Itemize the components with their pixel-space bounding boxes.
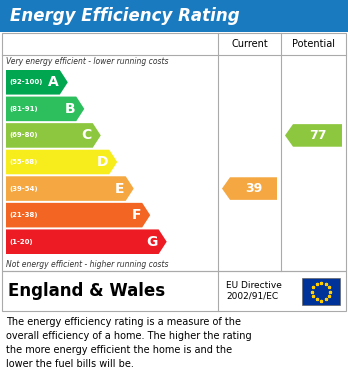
- Text: (92-100): (92-100): [9, 79, 42, 85]
- Bar: [0, 0, 348, 32]
- Text: C: C: [81, 128, 92, 142]
- Text: Current: Current: [231, 39, 268, 49]
- Text: G: G: [146, 235, 158, 249]
- Text: Potential: Potential: [292, 39, 335, 49]
- Text: (1-20): (1-20): [9, 239, 33, 245]
- Text: Very energy efficient - lower running costs: Very energy efficient - lower running co…: [6, 57, 168, 66]
- Text: Energy Efficiency Rating: Energy Efficiency Rating: [10, 7, 240, 25]
- Text: 77: 77: [309, 129, 326, 142]
- Text: 2002/91/EC: 2002/91/EC: [226, 292, 278, 301]
- Text: (81-91): (81-91): [9, 106, 38, 112]
- Polygon shape: [222, 177, 277, 200]
- Polygon shape: [6, 176, 134, 201]
- Polygon shape: [6, 203, 150, 228]
- Text: the more energy efficient the home is and the: the more energy efficient the home is an…: [6, 345, 232, 355]
- Text: overall efficiency of a home. The higher the rating: overall efficiency of a home. The higher…: [6, 331, 252, 341]
- Polygon shape: [6, 123, 101, 148]
- Text: A: A: [48, 75, 59, 89]
- Text: D: D: [97, 155, 108, 169]
- Text: (21-38): (21-38): [9, 212, 38, 218]
- Text: The energy efficiency rating is a measure of the: The energy efficiency rating is a measur…: [6, 317, 241, 327]
- Text: England & Wales: England & Wales: [8, 282, 165, 300]
- Bar: [2, 271, 346, 311]
- Text: Not energy efficient - higher running costs: Not energy efficient - higher running co…: [6, 260, 168, 269]
- Polygon shape: [6, 230, 167, 254]
- Text: lower the fuel bills will be.: lower the fuel bills will be.: [6, 359, 134, 369]
- Text: (39-54): (39-54): [9, 186, 38, 192]
- Bar: [2, 33, 346, 271]
- Text: 39: 39: [245, 182, 262, 195]
- Polygon shape: [6, 150, 117, 174]
- Polygon shape: [6, 70, 68, 95]
- Polygon shape: [6, 97, 84, 121]
- Polygon shape: [285, 124, 342, 147]
- Bar: [302, 278, 340, 305]
- Text: F: F: [132, 208, 141, 222]
- Text: EU Directive: EU Directive: [226, 282, 282, 291]
- Text: (69-80): (69-80): [9, 133, 38, 138]
- Text: E: E: [115, 181, 125, 196]
- Text: B: B: [65, 102, 75, 116]
- Text: (55-68): (55-68): [9, 159, 37, 165]
